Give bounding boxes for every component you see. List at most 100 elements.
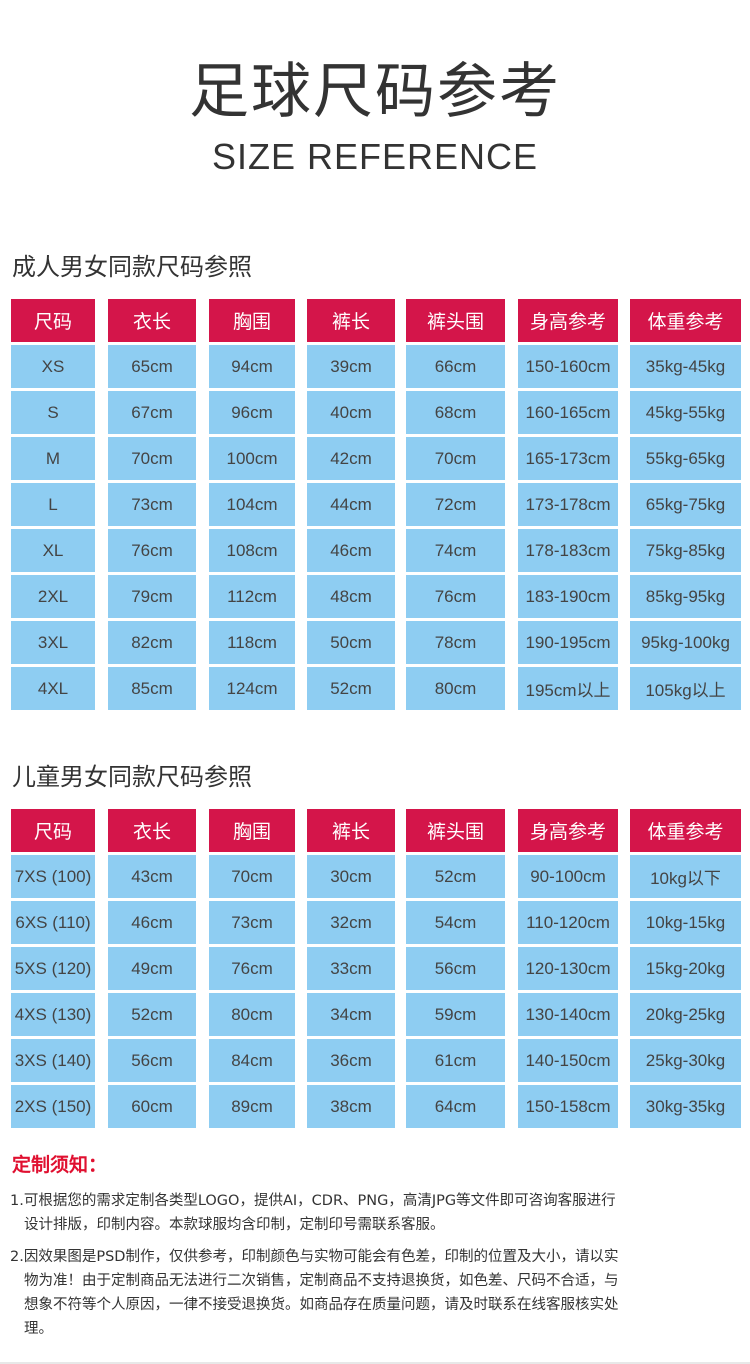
kids-section-heading: 儿童男女同款尺码参照 (12, 763, 252, 791)
header-cell-length: 衣长 (108, 299, 196, 342)
cell-waist: 66cm (406, 345, 505, 388)
cell-size: 4XL (11, 667, 95, 710)
header-cell-weight: 体重参考 (630, 299, 741, 342)
cell-pants-length: 48cm (307, 575, 395, 618)
header-cell-size: 尺码 (11, 299, 95, 342)
cell-size: 4XS (130) (11, 993, 95, 1036)
cell-weight: 35kg-45kg (630, 345, 741, 388)
cell-waist: 70cm (406, 437, 505, 480)
cell-chest: 100cm (209, 437, 295, 480)
page-title: 足球尺码参考 (189, 57, 561, 127)
cell-length: 46cm (108, 901, 196, 944)
cell-weight: 95kg-100kg (630, 621, 741, 664)
cell-length: 65cm (108, 345, 196, 388)
notice-line: 2.因效果图是PSD制作，仅供参考，印制颜色与实物可能会有色差，印制的位置及大小… (10, 1249, 619, 1265)
cell-height: 90-100cm (518, 855, 618, 898)
cell-size: 3XS (140) (11, 1039, 95, 1082)
cell-size: 6XS (110) (11, 901, 95, 944)
header-cell-size: 尺码 (11, 809, 95, 852)
cell-weight: 65kg-75kg (630, 483, 741, 526)
cell-size: M (11, 437, 95, 480)
cell-pants-length: 36cm (307, 1039, 395, 1082)
cell-weight: 30kg-35kg (630, 1085, 741, 1128)
cell-length: 79cm (108, 575, 196, 618)
notice-line: 物为准！由于定制商品无法进行二次销售，定制商品不支持退换货，如色差、尺码不合适，… (24, 1273, 619, 1289)
header-cell-height: 身高参考 (518, 299, 618, 342)
notice-line: 设计排版，印制内容。本款球服均含印制，定制印号需联系客服。 (24, 1217, 445, 1233)
header-cell-chest: 胸围 (209, 299, 295, 342)
cell-weight: 45kg-55kg (630, 391, 741, 434)
cell-chest: 70cm (209, 855, 295, 898)
cell-height: 160-165cm (518, 391, 618, 434)
cell-pants-length: 40cm (307, 391, 395, 434)
notice-line: 理。 (24, 1321, 53, 1337)
header-cell-pants-length: 裤长 (307, 809, 395, 852)
cell-pants-length: 42cm (307, 437, 395, 480)
cell-chest: 76cm (209, 947, 295, 990)
cell-waist: 72cm (406, 483, 505, 526)
cell-chest: 124cm (209, 667, 295, 710)
notice-line: 想象不符等个人原因，一律不接受退换货。如商品存在质量问题，请及时联系在线客服核实… (24, 1297, 619, 1313)
cell-chest: 112cm (209, 575, 295, 618)
cell-weight: 85kg-95kg (630, 575, 741, 618)
cell-weight: 10kg-15kg (630, 901, 741, 944)
cell-size: 2XL (11, 575, 95, 618)
cell-waist: 76cm (406, 575, 505, 618)
cell-pants-length: 46cm (307, 529, 395, 572)
cell-weight: 10kg以下 (630, 855, 741, 898)
cell-waist: 80cm (406, 667, 505, 710)
notice-item-1: 1.可根据您的需求定制各类型LOGO，提供AI，CDR、PNG，高清JPG等文件… (10, 1189, 738, 1237)
cell-waist: 54cm (406, 901, 505, 944)
cell-length: 70cm (108, 437, 196, 480)
cell-pants-length: 38cm (307, 1085, 395, 1128)
cell-pants-length: 50cm (307, 621, 395, 664)
cell-length: 85cm (108, 667, 196, 710)
cell-weight: 105kg以上 (630, 667, 741, 710)
header-cell-chest: 胸围 (209, 809, 295, 852)
cell-height: 190-195cm (518, 621, 618, 664)
cell-chest: 108cm (209, 529, 295, 572)
cell-height: 130-140cm (518, 993, 618, 1036)
cell-waist: 64cm (406, 1085, 505, 1128)
cell-chest: 94cm (209, 345, 295, 388)
cell-waist: 56cm (406, 947, 505, 990)
cell-length: 73cm (108, 483, 196, 526)
cell-chest: 104cm (209, 483, 295, 526)
header-cell-waist: 裤头围 (406, 299, 505, 342)
cell-size: 7XS (100) (11, 855, 95, 898)
cell-pants-length: 30cm (307, 855, 395, 898)
cell-height: 150-160cm (518, 345, 618, 388)
cell-pants-length: 33cm (307, 947, 395, 990)
cell-height: 183-190cm (518, 575, 618, 618)
notice-line: 1.可根据您的需求定制各类型LOGO，提供AI，CDR、PNG，高清JPG等文件… (10, 1193, 616, 1209)
cell-waist: 52cm (406, 855, 505, 898)
cell-height: 165-173cm (518, 437, 618, 480)
cell-waist: 78cm (406, 621, 505, 664)
cell-waist: 61cm (406, 1039, 505, 1082)
cell-size: S (11, 391, 95, 434)
header-cell-waist: 裤头围 (406, 809, 505, 852)
cell-pants-length: 39cm (307, 345, 395, 388)
cell-pants-length: 52cm (307, 667, 395, 710)
cell-chest: 118cm (209, 621, 295, 664)
cell-weight: 15kg-20kg (630, 947, 741, 990)
cell-size: L (11, 483, 95, 526)
cell-height: 173-178cm (518, 483, 618, 526)
cell-waist: 74cm (406, 529, 505, 572)
cell-weight: 75kg-85kg (630, 529, 741, 572)
cell-chest: 96cm (209, 391, 295, 434)
cell-length: 76cm (108, 529, 196, 572)
adult-section-heading: 成人男女同款尺码参照 (12, 253, 252, 281)
cell-size: XS (11, 345, 95, 388)
cell-chest: 84cm (209, 1039, 295, 1082)
cell-length: 49cm (108, 947, 196, 990)
cell-height: 195cm以上 (518, 667, 618, 710)
cell-height: 178-183cm (518, 529, 618, 572)
cell-size: XL (11, 529, 95, 572)
cell-weight: 25kg-30kg (630, 1039, 741, 1082)
cell-size: 5XS (120) (11, 947, 95, 990)
cell-size: 3XL (11, 621, 95, 664)
cell-length: 67cm (108, 391, 196, 434)
header-cell-pants-length: 裤长 (307, 299, 395, 342)
cell-pants-length: 32cm (307, 901, 395, 944)
